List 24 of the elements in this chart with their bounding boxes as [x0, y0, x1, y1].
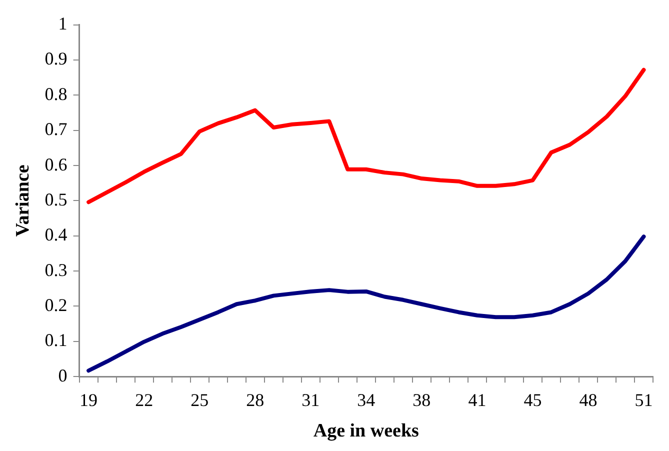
y-tick-label: 0.2 [44, 294, 68, 315]
x-tick-label: 41 [468, 390, 486, 410]
x-tick-label: 45 [524, 390, 542, 410]
x-tick-label: 22 [135, 390, 154, 410]
y-tick-label: 0.8 [44, 84, 68, 104]
y-tick-label: 0 [58, 365, 68, 386]
x-tick-label: 25 [190, 390, 209, 410]
x-axis-title: Age in weeks [313, 420, 419, 442]
y-tick-label: 0.9 [44, 48, 68, 69]
x-tick-label: 19 [80, 390, 98, 410]
x-tick-label: 28 [246, 390, 264, 410]
y-tick-label: 0.3 [44, 260, 68, 280]
y-axis-title: Variance [12, 164, 34, 237]
x-tick-label: 34 [357, 390, 376, 410]
y-tick-label: 1 [58, 14, 68, 34]
y-tick-label: 0.7 [44, 119, 68, 140]
x-tick-label: 48 [579, 390, 598, 410]
y-tick-label: 0.6 [44, 154, 68, 174]
y-tick-label: 0.4 [44, 224, 68, 245]
x-tick-label: 31 [302, 390, 320, 410]
y-tick-label: 0.1 [44, 330, 68, 350]
x-tick-label: 51 [634, 390, 653, 410]
x-tick-label: 38 [412, 390, 431, 410]
y-tick-label: 0.5 [44, 189, 68, 210]
